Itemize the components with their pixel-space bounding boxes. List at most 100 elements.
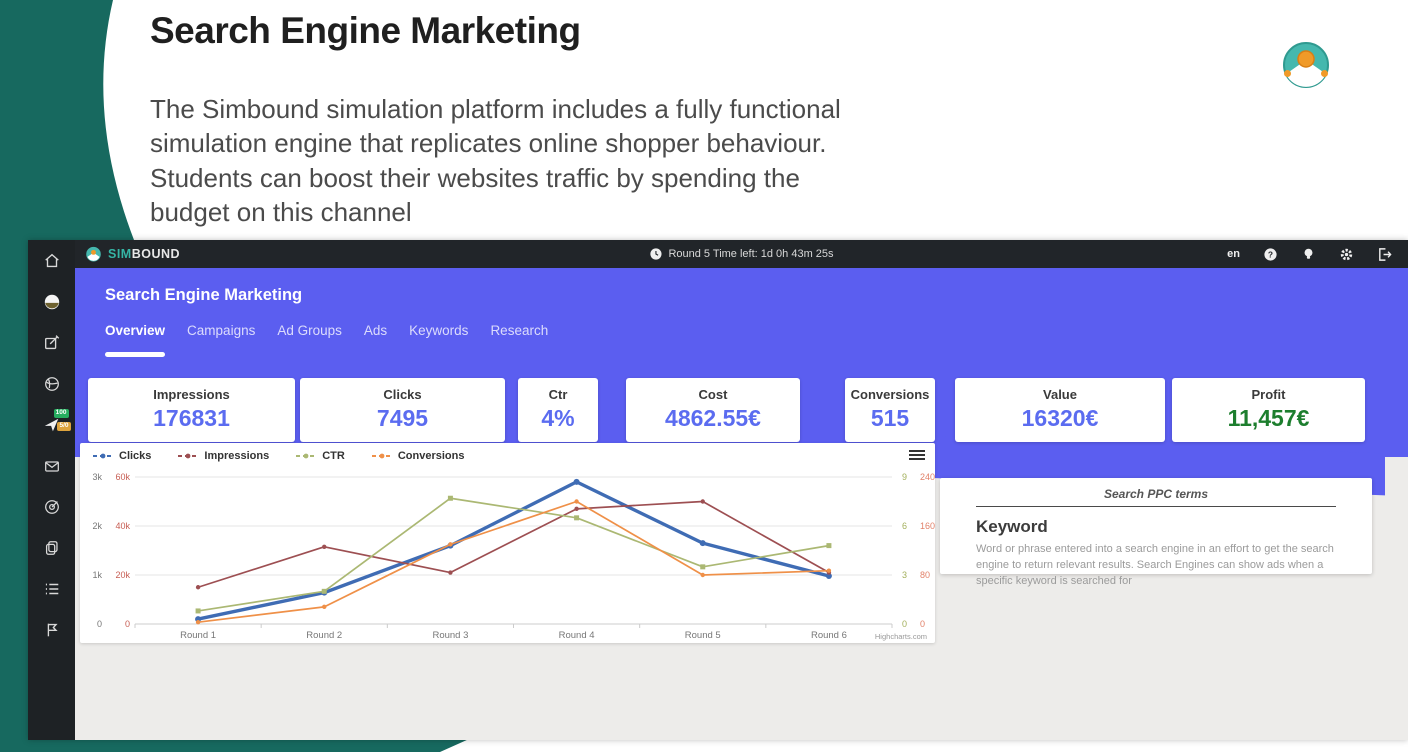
- tab-research[interactable]: Research: [490, 323, 549, 338]
- settings-icon[interactable]: [1338, 246, 1354, 262]
- tab-ad-groups[interactable]: Ad Groups: [277, 323, 342, 338]
- svg-text:Round 2: Round 2: [306, 630, 342, 641]
- glossary-card: Search PPC terms Keyword Word or phrase …: [940, 478, 1372, 587]
- sem-performance-chart: 0 1k 2k 3k 0 20k 40k 60k 0 3 6 9 0 80 160 240 Round 1 Rou…: [92, 472, 935, 641]
- compose-icon[interactable]: [43, 334, 61, 352]
- svg-text:3k: 3k: [92, 472, 102, 482]
- app-main-area: Search Engine Marketing Overview Campaig…: [75, 268, 1408, 740]
- stat-card-cost: Cost 4862.55€: [626, 378, 800, 442]
- legend-item-clicks[interactable]: Clicks: [92, 450, 151, 462]
- svg-text:Round 6: Round 6: [811, 630, 847, 641]
- tab-keywords[interactable]: Keywords: [409, 323, 469, 338]
- svg-text:3: 3: [902, 570, 907, 580]
- stat-value: 16320€: [1021, 405, 1099, 431]
- stat-label: Impressions: [153, 387, 230, 402]
- svg-text:0: 0: [125, 619, 130, 629]
- legend-item-impressions[interactable]: Impressions: [177, 450, 269, 462]
- send-badge-top: 100: [53, 409, 69, 418]
- page-description: The Simbound simulation platform include…: [150, 94, 841, 227]
- stat-card-value: Value 16320€: [955, 378, 1165, 442]
- help-icon[interactable]: ?: [1262, 246, 1278, 262]
- clock-icon: [649, 248, 662, 260]
- svg-text:160: 160: [920, 521, 935, 531]
- svg-text:Round 3: Round 3: [432, 630, 468, 641]
- chart-legend: Clicks Impressions CTR Conversions: [92, 450, 464, 462]
- svg-text:80: 80: [920, 570, 930, 580]
- simbound-app-window: 100 5/0 SIM BOUND Round 5 Time left: 1d …: [28, 240, 1408, 740]
- profile-icon[interactable]: [43, 293, 61, 311]
- svg-text:?: ?: [1267, 249, 1272, 259]
- tab-overview[interactable]: Overview: [105, 323, 166, 338]
- svg-text:0: 0: [97, 619, 102, 629]
- stat-value: 515: [870, 405, 910, 431]
- svg-text:Round 4: Round 4: [559, 630, 595, 641]
- stat-value: 176831: [153, 405, 230, 431]
- legend-marker-icon: [296, 453, 317, 459]
- globe-icon[interactable]: [43, 375, 61, 393]
- stat-label: Ctr: [548, 387, 568, 402]
- stat-label: Clicks: [383, 387, 422, 402]
- legend-marker-icon: [371, 453, 392, 459]
- pages-icon[interactable]: [43, 539, 61, 557]
- round-timer-label: Round 5 Time left: 1d 0h 43m 25s: [668, 248, 834, 260]
- simbound-avatar-logo: [1283, 42, 1329, 88]
- stat-value: 4%: [541, 405, 575, 431]
- sem-performance-chart-card: Clicks Impressions CTR Conversions 0 1k 2k 3k 0…: [80, 443, 935, 643]
- flag-icon[interactable]: [43, 621, 61, 639]
- stat-label: Value: [1043, 387, 1077, 402]
- send-campaign-icon[interactable]: 100 5/0: [43, 409, 71, 434]
- simbound-brand[interactable]: SIM BOUND: [85, 246, 180, 263]
- stat-value: 11,457€: [1227, 405, 1310, 431]
- tab-campaigns[interactable]: Campaigns: [187, 323, 256, 338]
- legend-marker-icon: [93, 453, 113, 459]
- section-title: Search Engine Marketing: [105, 286, 303, 304]
- chart-menu-icon[interactable]: [909, 448, 925, 462]
- svg-text:Round 5: Round 5: [685, 630, 721, 641]
- logout-icon[interactable]: [1376, 246, 1392, 262]
- stat-value: 4862.55€: [665, 405, 761, 431]
- stat-card-clicks: Clicks 7495: [300, 378, 505, 442]
- svg-text:240: 240: [920, 472, 935, 482]
- glossary-title: Search PPC terms: [1103, 487, 1209, 501]
- tab-ads[interactable]: Ads: [363, 323, 388, 338]
- brand-text-sim: SIM: [108, 247, 132, 261]
- active-tab-underline: [105, 352, 165, 357]
- glossary-definition: Word or phrase entered into a search eng…: [976, 543, 1334, 587]
- brand-avatar-icon: [86, 246, 101, 261]
- svg-text:Round 1: Round 1: [180, 630, 216, 641]
- stat-card-profit: Profit 11,457€: [1172, 378, 1365, 442]
- highcharts-credit[interactable]: Highcharts.com: [874, 632, 927, 641]
- list-icon[interactable]: [43, 580, 61, 598]
- stat-label: Conversions: [850, 387, 930, 402]
- app-sidebar: 100 5/0: [28, 240, 75, 740]
- tips-icon[interactable]: [1300, 246, 1316, 262]
- stat-value: 7495: [376, 405, 429, 431]
- brand-text-bound: BOUND: [131, 247, 181, 261]
- home-icon[interactable]: [43, 252, 61, 270]
- app-topbar: SIM BOUND Round 5 Time left: 1d 0h 43m 2…: [75, 240, 1408, 268]
- stat-card-ctr: Ctr 4%: [518, 378, 598, 442]
- svg-text:2k: 2k: [92, 521, 102, 531]
- language-selector[interactable]: en: [1227, 248, 1240, 260]
- svg-text:6: 6: [902, 521, 907, 531]
- stat-card-conversions: Conversions 515: [845, 378, 935, 442]
- svg-text:0: 0: [902, 619, 907, 629]
- stat-label: Cost: [698, 387, 728, 402]
- svg-text:1k: 1k: [92, 570, 102, 580]
- svg-text:0: 0: [920, 619, 925, 629]
- stat-card-impressions: Impressions 176831: [88, 378, 295, 442]
- round-timer: Round 5 Time left: 1d 0h 43m 25s: [649, 248, 834, 260]
- svg-text:60k: 60k: [115, 472, 130, 482]
- legend-item-ctr[interactable]: CTR: [295, 450, 345, 462]
- glossary-term: Keyword: [976, 517, 1048, 536]
- glossary-divider: [976, 506, 1336, 507]
- svg-text:9: 9: [902, 472, 907, 482]
- stat-label: Profit: [1251, 387, 1286, 402]
- target-icon[interactable]: [43, 498, 61, 516]
- legend-marker-icon: [178, 453, 199, 459]
- svg-text:40k: 40k: [115, 521, 130, 531]
- mail-icon[interactable]: [43, 457, 61, 475]
- legend-item-conversions[interactable]: Conversions: [371, 450, 464, 462]
- page-title: Search Engine Marketing: [150, 10, 581, 51]
